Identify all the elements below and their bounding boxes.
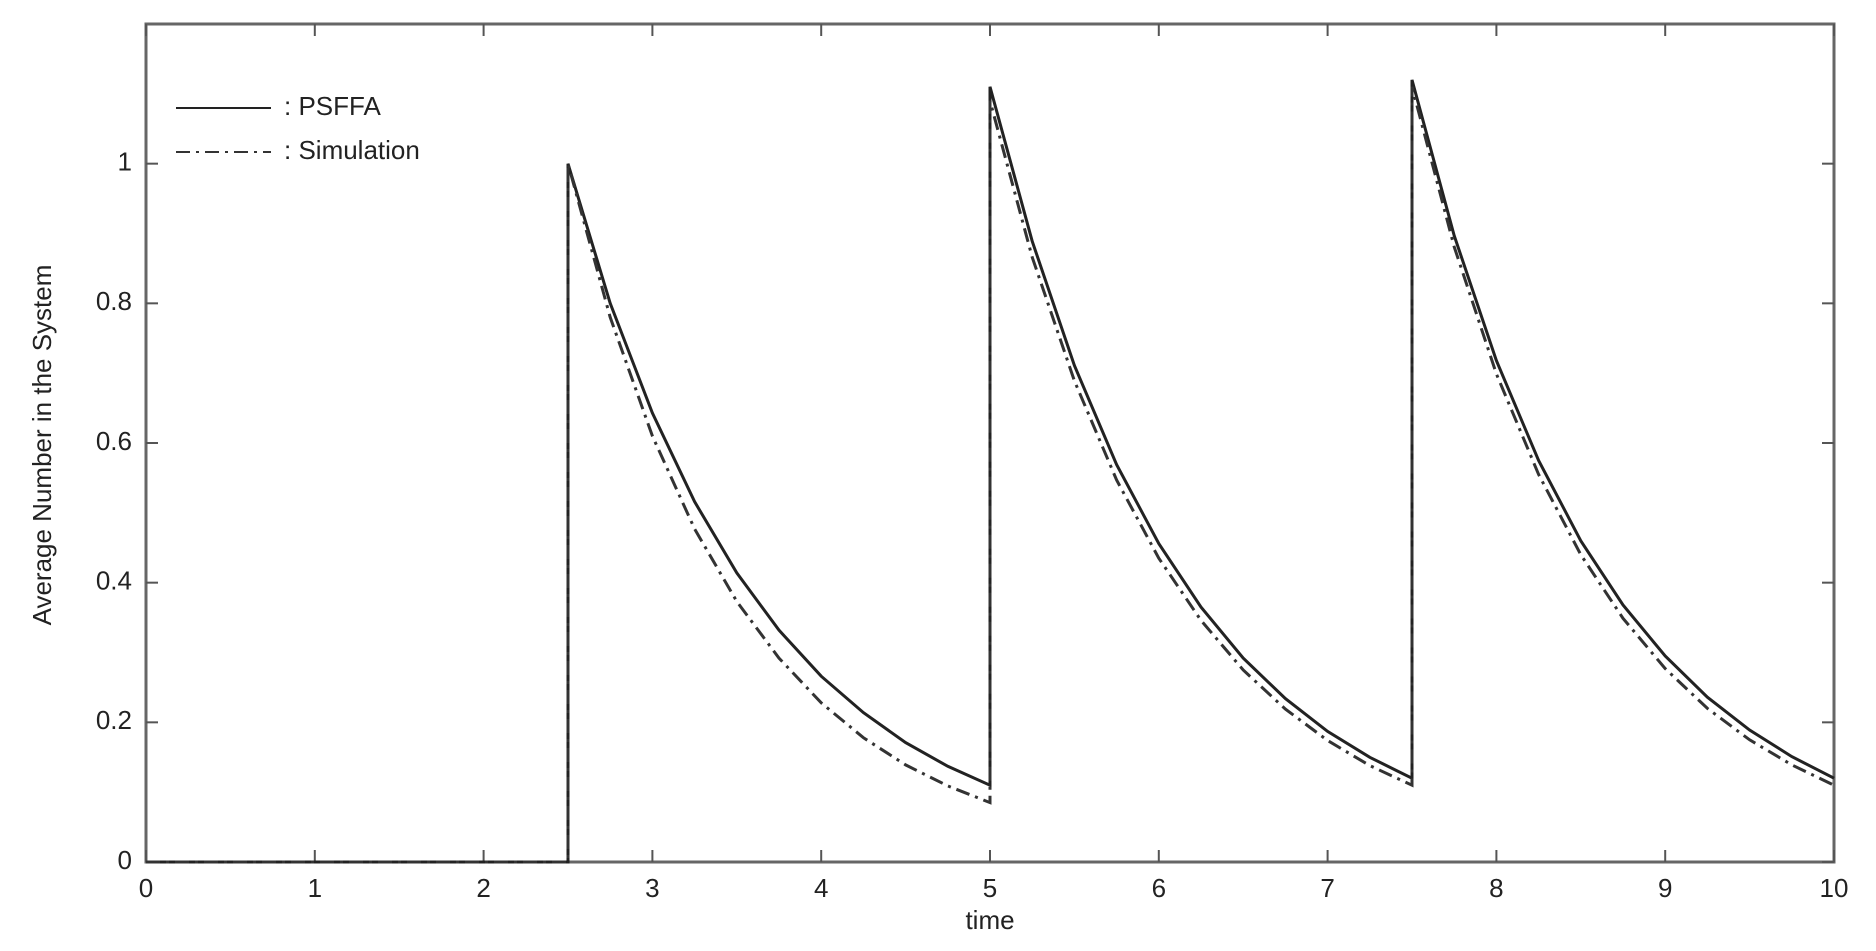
y-tick-label: 0.2 (96, 705, 132, 735)
x-axis-label: time (965, 905, 1014, 935)
y-tick-label: 0 (118, 845, 132, 875)
x-tick-label: 2 (476, 873, 490, 903)
y-axis-label: Average Number in the System (27, 265, 57, 626)
x-tick-label: 10 (1820, 873, 1849, 903)
x-tick-label: 8 (1489, 873, 1503, 903)
x-tick-label: 3 (645, 873, 659, 903)
y-tick-label: 1 (118, 147, 132, 177)
x-tick-label: 7 (1320, 873, 1334, 903)
y-tick-label: 0.6 (96, 426, 132, 456)
x-tick-label: 4 (814, 873, 828, 903)
data-line (146, 86, 1835, 864)
x-tick-label: 1 (308, 873, 322, 903)
legend-label: : Simulation (284, 135, 420, 165)
legend-label: : PSFFA (284, 91, 381, 121)
x-tick-label: 9 (1658, 873, 1672, 903)
y-tick-label: 0.8 (96, 286, 132, 316)
y-tick-label: 0.4 (96, 566, 132, 596)
x-tick-label: 5 (983, 873, 997, 903)
x-tick-label: 6 (1152, 873, 1166, 903)
data-line (146, 79, 1835, 864)
x-tick-label: 0 (139, 873, 153, 903)
